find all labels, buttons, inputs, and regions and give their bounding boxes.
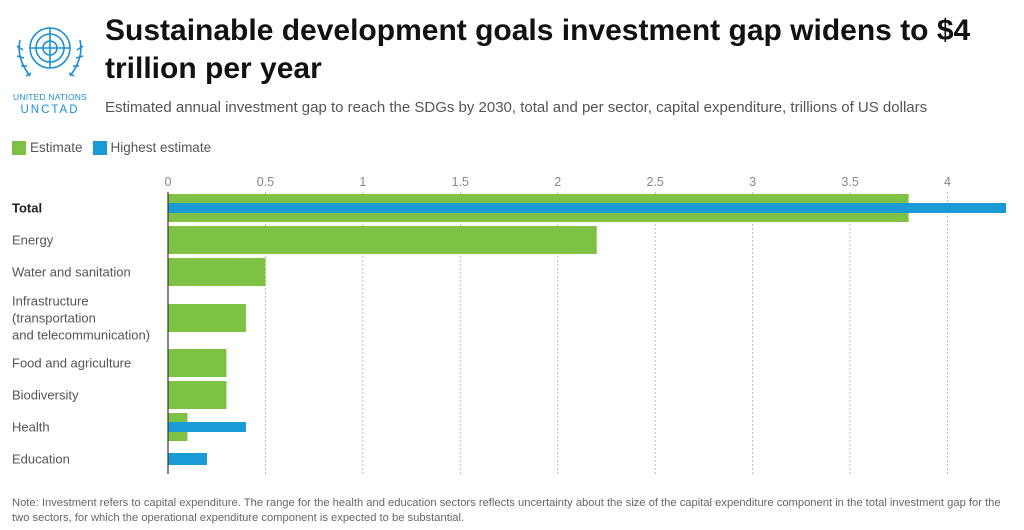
category-label: Education (12, 452, 70, 467)
legend-label-highest-estimate: Highest estimate (110, 140, 212, 155)
category-label-line: Water and sanitation (12, 265, 131, 280)
category-label: Health (12, 420, 50, 435)
category-label: Biodiversity (12, 388, 79, 403)
bar-estimate (168, 304, 246, 332)
x-tick-label: 3 (749, 175, 756, 189)
bar-estimate (168, 258, 266, 286)
x-tick-label: 0.5 (257, 175, 274, 189)
chart-title: Sustainable development goals investment… (105, 14, 971, 85)
legend-label-estimate: Estimate (30, 140, 83, 155)
category-label-line: Energy (12, 233, 54, 248)
legend: Estimate Highest estimate (12, 140, 221, 155)
bar-chart: 0 0.5 1 1.5 2 2.5 3 3.5 4 Total Energy Water and sa… (12, 175, 1006, 474)
category-label-line: Education (12, 452, 70, 467)
category-label-line: Food and agriculture (12, 356, 131, 371)
category-label-line: Infrastructure (12, 294, 89, 309)
bar-estimate (168, 226, 597, 254)
x-tick-label: 3.5 (841, 175, 858, 189)
category-label: Infrastructure (transportation and telecom… (12, 294, 150, 343)
x-tick-label: 1.5 (452, 175, 469, 189)
x-tick-label: 2 (554, 175, 561, 189)
x-tick-label: 4 (944, 175, 951, 189)
legend-item-estimate: Estimate (12, 140, 83, 155)
un-emblem-icon (16, 27, 84, 77)
legend-item-highest-estimate: Highest estimate (92, 140, 212, 155)
x-tick-label: 0 (165, 175, 172, 189)
chart-subtitle: Estimated annual investment gap to reach… (105, 99, 928, 116)
bar-estimate (168, 381, 227, 409)
category-label-line: Health (12, 420, 50, 435)
category-label: Energy (12, 233, 54, 248)
legend-swatch-highest-estimate (92, 140, 107, 155)
logo-name-text: UNCTAD (20, 104, 80, 116)
bar-highest-estimate (168, 203, 1006, 213)
category-label-line: Biodiversity (12, 388, 79, 403)
legend-swatch-estimate (12, 140, 26, 155)
footnote: Note: Investment refers to capital expen… (12, 497, 1001, 524)
logo-org-text: UNITED NATIONS (13, 92, 87, 102)
bar-highest-estimate (168, 453, 207, 465)
bar-highest-estimate (168, 422, 246, 432)
x-tick-label: 2.5 (647, 175, 664, 189)
category-label-line: Total (12, 201, 42, 216)
category-label-line: and telecommunication) (12, 328, 150, 343)
unctad-logo: UNITED NATIONS UNCTAD (8, 10, 92, 116)
category-label: Total (12, 201, 42, 216)
category-label: Water and sanitation (12, 265, 131, 280)
category-label: Food and agriculture (12, 356, 131, 371)
category-label-line: (transportation (12, 311, 96, 326)
x-tick-label: 1 (359, 175, 366, 189)
bar-estimate (168, 349, 227, 377)
